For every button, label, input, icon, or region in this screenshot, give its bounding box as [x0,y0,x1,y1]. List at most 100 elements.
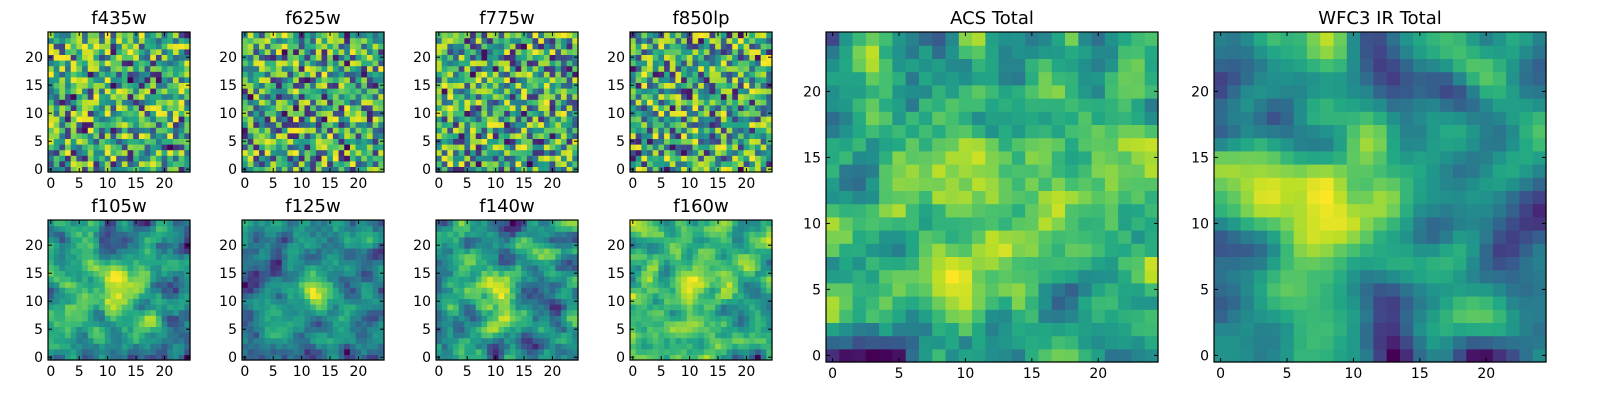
heatmap-cell [487,315,494,322]
heatmap-cell [178,76,185,83]
heatmap-cell [304,337,311,344]
heatmap-cell [53,99,60,106]
heatmap-cell [310,292,317,299]
heatmap-cell [167,337,174,344]
heatmap-cell [572,264,579,271]
heatmap-cell [647,43,654,50]
heatmap-cell [492,37,500,44]
heatmap-cell [458,110,465,117]
heatmap-cell [144,276,151,283]
heatmap-cell [453,60,460,67]
heatmap-cell [647,82,654,89]
heatmap-cell [138,332,146,339]
heatmap-cell [298,155,306,162]
heatmap-cell [270,225,277,232]
heatmap-cell [184,48,191,55]
heatmap-cell [703,60,711,67]
heatmap-cell [59,292,66,299]
heatmap-cell [366,253,374,260]
heatmap-cell [293,326,300,333]
panel-title: f125w [285,196,340,217]
heatmap-cell [327,127,334,134]
heatmap-cell [361,236,368,243]
heatmap-cell [492,144,500,151]
heatmap-cell [178,354,185,361]
heatmap-cell [361,76,368,83]
heatmap-cell [720,337,728,344]
heatmap-cell [664,144,671,151]
heatmap-cell [344,43,351,50]
heatmap-cell [675,320,682,327]
heatmap-cell [658,43,665,50]
heatmap-cell [116,281,123,288]
heatmap-cell [321,54,328,61]
heatmap-cell [247,253,254,260]
heatmap-cell [715,292,722,299]
heatmap-cell [293,82,300,89]
heatmap-cell [82,253,89,260]
heatmap-cell [566,264,573,271]
heatmap-cell [532,104,539,111]
heatmap-cell [526,315,534,322]
heatmap-cell [566,309,573,316]
heatmap-cell [144,348,151,355]
heatmap-cell [315,144,323,151]
heatmap-cell [709,354,716,361]
heatmap-cell [82,315,89,322]
heatmap-cell [698,160,705,167]
heatmap-cell [470,348,477,355]
heatmap-cell [93,292,100,299]
heatmap-cell [361,43,368,50]
heatmap-cell [93,309,100,316]
heatmap-cell [543,32,551,39]
heatmap-cell [635,93,642,100]
heatmap-cell [464,144,471,151]
heatmap-cell [436,264,443,271]
heatmap-cell [253,37,260,44]
heatmap-cell [161,110,168,117]
heatmap-cell [70,48,77,55]
heatmap-cell [110,270,117,277]
heatmap-cell [703,309,711,316]
heatmap-cell [93,82,100,89]
heatmap-cell [276,242,283,249]
heatmap-cell [172,160,180,167]
heatmap-cell [349,127,357,134]
heatmap-cell [65,132,72,139]
heatmap-cell [150,121,157,128]
heatmap-cell [453,82,460,89]
heatmap-cell [475,37,483,44]
heatmap-cell [560,259,568,266]
heatmap-cell [172,248,180,255]
heatmap-cell [504,82,511,89]
heatmap-cell [361,60,368,67]
heatmap-cell [327,43,334,50]
heatmap-cell [116,65,123,72]
heatmap-cell [116,315,123,322]
x-tick-label: 0 [434,364,443,380]
heatmap-cell [458,166,465,173]
heatmap-cell [726,48,733,55]
heatmap-cell [441,264,448,271]
heatmap-cell [749,166,756,173]
heatmap-cell [560,88,568,95]
heatmap-cell [172,292,180,299]
heatmap-cell [560,292,568,299]
heatmap-cell [447,337,454,344]
heatmap-cell [498,220,505,227]
heatmap-cell [259,248,266,255]
heatmap-cell [453,110,460,117]
heatmap-cell [641,60,648,67]
heatmap-cell [760,127,767,134]
heatmap-cell [87,270,95,277]
heatmap-cell [543,337,551,344]
heatmap-cell [635,149,642,156]
heatmap-cell [327,149,334,156]
heatmap-cell [349,43,357,50]
heatmap-cell [264,54,271,61]
heatmap-cell [543,149,551,156]
heatmap-cell [487,242,494,249]
heatmap-cell [464,149,471,156]
heatmap-cell [110,315,117,322]
heatmap-cell [144,315,151,322]
